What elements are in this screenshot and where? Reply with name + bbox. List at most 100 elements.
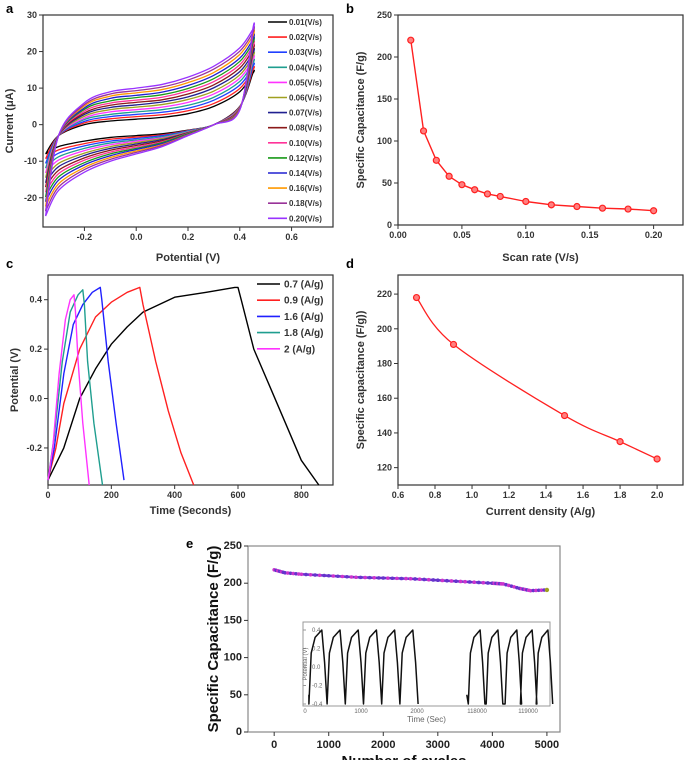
gcd-curve-1.8 (A/g) <box>47 289 104 486</box>
inset-x-tick-label: 118000 <box>467 709 487 715</box>
x-tick-label: 0 <box>271 739 277 751</box>
data-point <box>573 202 581 211</box>
x-tick-label: 0.4 <box>234 232 247 242</box>
legend-label: 0.7 (A/g) <box>284 280 323 291</box>
data-point <box>467 580 472 584</box>
panel-label-d: d <box>346 256 354 271</box>
y-tick-label: 0 <box>236 726 242 738</box>
panel-label-b: b <box>346 1 354 16</box>
data-point <box>288 571 293 576</box>
x-tick-label: 0.6 <box>392 490 405 500</box>
y-tick-label: 180 <box>377 359 392 369</box>
panel-b-scanrate-chart: 0.00 0.05 0.10 0.15 0.20 0 50 100 150 200 250 Scan … <box>355 10 684 264</box>
inset-x-tick-label: 1000 <box>354 709 368 715</box>
legend-label: 0.20(V/s) <box>289 214 322 223</box>
gcd-curve-2 (A/g) <box>47 294 90 486</box>
panel-d-current-density-chart: 0.6 0.8 1.0 1.2 1.4 1.6 1.8 2.0 120 140 160 180 200 2… <box>355 274 684 518</box>
legend-label: 0.08(V/s) <box>289 124 322 133</box>
inset-y-tick-label: -0.4 <box>312 702 323 708</box>
data-point <box>509 584 514 588</box>
y-axis-title: Specific capacitance (F/g)) <box>355 310 367 449</box>
data-point <box>372 575 376 580</box>
cv-curve-0.02(V/s) <box>45 66 256 160</box>
panel-c-gcd-chart: 0 200 400 600 800 -0.2 0.0 0.2 0.4 Time (Seconds)… <box>9 274 334 517</box>
data-point <box>483 190 492 198</box>
data-point <box>471 186 479 194</box>
plot-frame <box>247 545 561 733</box>
plot-frame <box>47 274 334 486</box>
data-point <box>326 573 331 578</box>
data-point <box>458 579 463 584</box>
x-tick-label: 0.05 <box>453 230 471 240</box>
x-tick-label: 2000 <box>371 739 395 751</box>
legend-label: 0.07(V/s) <box>289 109 322 118</box>
data-point <box>544 587 550 593</box>
inset-x-axis-title: Time (Sec) <box>407 715 446 724</box>
x-tick-label: 800 <box>294 490 309 500</box>
data-point <box>358 575 363 580</box>
y-tick-label: 200 <box>377 324 392 334</box>
data-point <box>536 588 541 593</box>
legend-label: 1.8 (A/g) <box>284 328 323 339</box>
data-point <box>512 585 516 589</box>
y-axis-title: Current (μA) <box>4 88 16 153</box>
data-point <box>299 572 304 577</box>
data-point <box>539 588 544 592</box>
x-axis-title: Time (Seconds) <box>150 505 232 517</box>
data-point <box>395 576 399 581</box>
y-tick-label: 0 <box>387 220 392 230</box>
legend-label: 0.04(V/s) <box>289 63 322 72</box>
legend-label: 0.03(V/s) <box>289 48 322 57</box>
cv-curve-0.06(V/s) <box>44 51 255 179</box>
data-point <box>408 576 413 581</box>
x-tick-label: 1.4 <box>540 490 553 500</box>
panel-label-a: a <box>6 1 14 16</box>
x-tick-label: 1.8 <box>614 490 627 500</box>
data-point <box>291 571 296 576</box>
legend-label: 0.10(V/s) <box>289 139 322 148</box>
data-point <box>419 127 428 135</box>
y-tick-label: 200 <box>377 52 392 62</box>
inset-x-tick-label: 2000 <box>410 709 424 715</box>
data-point <box>481 580 486 585</box>
y-tick-label: -20 <box>24 193 37 203</box>
x-tick-label: 3000 <box>426 739 450 751</box>
data-point <box>283 570 287 575</box>
data-point <box>515 585 519 590</box>
y-tick-label: 100 <box>377 136 392 146</box>
gcd-curve-0.7 (A/g) <box>47 286 320 486</box>
x-axis-title: Scan rate (V/s) <box>502 252 579 264</box>
x-tick-label: 0.20 <box>645 230 663 240</box>
data-point <box>534 588 538 593</box>
x-tick-label: 1.0 <box>466 490 479 500</box>
data-point <box>547 201 555 209</box>
data-point <box>417 577 422 582</box>
y-tick-label: 100 <box>224 652 242 664</box>
inset-y-axis-title: Potential (V) <box>303 647 309 680</box>
gcd-curve-0.9 (A/g) <box>47 286 195 486</box>
legend-label: 0.12(V/s) <box>289 154 322 163</box>
data-point <box>506 583 511 588</box>
data-point <box>317 573 322 578</box>
y-tick-label: 0.4 <box>29 295 42 305</box>
data-point <box>413 577 417 581</box>
x-tick-label: 0.8 <box>429 490 442 500</box>
cv-curve-0.01(V/s) <box>45 69 256 155</box>
data-point <box>354 575 358 580</box>
data-point <box>286 571 290 575</box>
y-axis-title: Potential (V) <box>9 348 21 413</box>
y-tick-label: 160 <box>377 393 392 403</box>
data-point <box>653 455 661 463</box>
data-point <box>501 582 506 586</box>
data-point <box>560 411 569 420</box>
y-tick-label: 10 <box>27 83 37 93</box>
data-point <box>486 581 490 585</box>
x-tick-label: 0.15 <box>581 230 599 240</box>
data-point <box>426 577 431 582</box>
cv-curve-0.07(V/s) <box>44 47 255 184</box>
inset-gcd-curve-left <box>308 629 419 705</box>
data-point <box>386 576 390 580</box>
data-point <box>381 576 386 580</box>
y-tick-label: -0.2 <box>26 443 42 453</box>
y-tick-label: 150 <box>224 614 242 626</box>
